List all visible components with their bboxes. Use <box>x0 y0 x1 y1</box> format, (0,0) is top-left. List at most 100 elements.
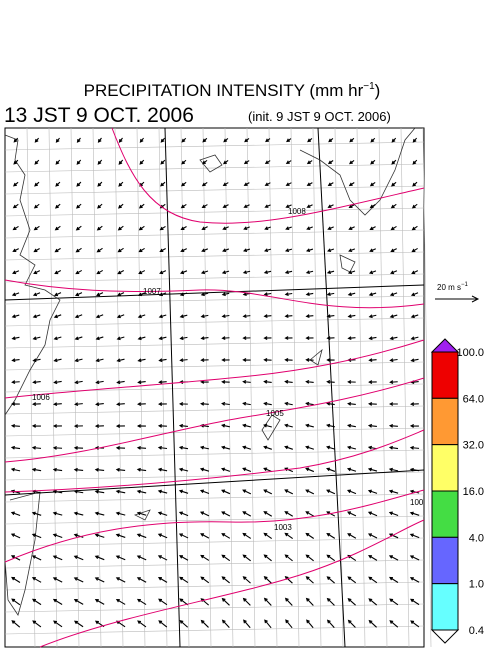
wind-arrow <box>32 292 41 297</box>
colorbar-triangle <box>430 629 460 644</box>
wind-arrow <box>32 598 42 606</box>
grid-line <box>356 127 366 648</box>
wind-arrow <box>200 576 210 584</box>
grid-line <box>136 127 146 648</box>
wind-arrow <box>284 597 293 606</box>
wind-arrow <box>221 489 231 495</box>
wind-arrow <box>326 401 335 406</box>
wind-arrow <box>347 533 357 539</box>
colorbar-label: 32.0 <box>463 440 484 452</box>
wind-arrow <box>305 379 314 384</box>
wind-arrow <box>284 445 293 450</box>
wind-arrow <box>242 511 252 517</box>
wind-arrow <box>326 358 335 362</box>
wind-arrow <box>243 226 250 230</box>
wind-arrow <box>388 467 399 472</box>
wind-arrow <box>115 489 126 494</box>
wind-arrow <box>73 599 84 605</box>
wind-arrow <box>180 248 187 253</box>
wind-arrow <box>263 248 272 253</box>
wind-arrow <box>348 182 355 187</box>
colorbar-label: 100.0 <box>456 347 484 359</box>
wind-arrow <box>285 182 292 186</box>
wind-arrow <box>305 445 315 450</box>
wind-arrow <box>263 401 272 406</box>
wind-arrow <box>368 402 377 406</box>
wind-arrow <box>411 247 418 253</box>
wind-arrow <box>263 379 272 384</box>
wind-arrow <box>263 270 272 275</box>
wind-arrow <box>136 424 146 428</box>
wind-arrow <box>200 533 210 539</box>
isobar <box>111 127 425 224</box>
wind-arrow <box>411 270 419 275</box>
title-text: PRECIPITATION INTENSITY (mm hr <box>84 81 364 100</box>
vector-scale-arrow <box>435 295 480 303</box>
wind-arrow <box>285 226 292 230</box>
wind-arrow <box>34 137 40 143</box>
wind-arrow <box>264 226 271 230</box>
grid-line <box>4 317 425 327</box>
wind-arrow <box>263 489 273 495</box>
wind-arrow <box>94 511 105 516</box>
wind-arrow <box>179 555 189 561</box>
wind-arrow <box>116 314 125 319</box>
wind-arrow <box>11 620 21 628</box>
grid-line <box>202 127 212 648</box>
wind-arrow <box>284 270 293 275</box>
wind-arrow <box>388 555 399 561</box>
wind-arrow <box>242 336 251 340</box>
wind-arrow <box>159 248 166 253</box>
wind-arrow <box>157 555 168 561</box>
isobar-label: 1007 <box>143 287 161 296</box>
wind-arrow <box>242 489 252 495</box>
grid-line <box>4 625 425 635</box>
wind-arrow <box>388 511 399 517</box>
wind-arrow <box>348 248 356 253</box>
wind-arrow <box>305 467 315 473</box>
wind-arrow <box>263 532 272 539</box>
wind-arrow <box>326 576 335 584</box>
wind-arrow <box>307 138 313 143</box>
wind-arrow <box>32 402 41 406</box>
grid-line <box>4 141 425 151</box>
wind-arrow <box>73 555 84 561</box>
wind-arrow <box>74 402 83 407</box>
wind-arrow <box>94 489 105 494</box>
wind-arrow <box>52 511 63 516</box>
wind-arrow <box>368 314 377 319</box>
wind-arrow <box>136 555 147 561</box>
wind-arrow <box>178 533 189 539</box>
wind-arrow <box>76 159 82 165</box>
wind-arrow <box>389 292 398 297</box>
wind-arrow <box>367 423 377 428</box>
wind-arrow <box>264 182 271 186</box>
wind-arrow <box>369 248 377 253</box>
wind-arrow <box>326 423 335 428</box>
grid-line <box>4 405 425 415</box>
wind-arrow <box>326 532 336 539</box>
isobar-label: 1003 <box>274 523 292 532</box>
wind-arrow <box>95 336 104 341</box>
wind-arrow <box>390 203 397 209</box>
wind-arrow <box>137 292 146 297</box>
wind-arrow <box>368 270 377 275</box>
grid-line <box>422 127 432 648</box>
wind-arrow <box>136 511 147 516</box>
wind-arrow <box>221 511 231 517</box>
wind-arrow <box>160 181 166 187</box>
wind-arrow <box>243 248 251 253</box>
grid-line <box>4 449 425 459</box>
wind-arrow <box>11 598 21 606</box>
wind-arrow <box>73 533 84 538</box>
wind-arrow <box>221 314 230 319</box>
wind-arrow <box>326 597 335 606</box>
colorbar-segment <box>431 444 459 492</box>
wind-arrow <box>53 292 62 297</box>
wind-arrow <box>158 380 167 385</box>
coast <box>299 127 416 216</box>
island <box>199 154 223 173</box>
wind-arrow <box>117 269 125 275</box>
wind-arrow <box>157 577 168 583</box>
grid-line <box>4 581 425 591</box>
